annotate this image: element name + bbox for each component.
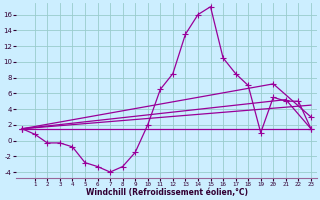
X-axis label: Windchill (Refroidissement éolien,°C): Windchill (Refroidissement éolien,°C) — [85, 188, 248, 197]
